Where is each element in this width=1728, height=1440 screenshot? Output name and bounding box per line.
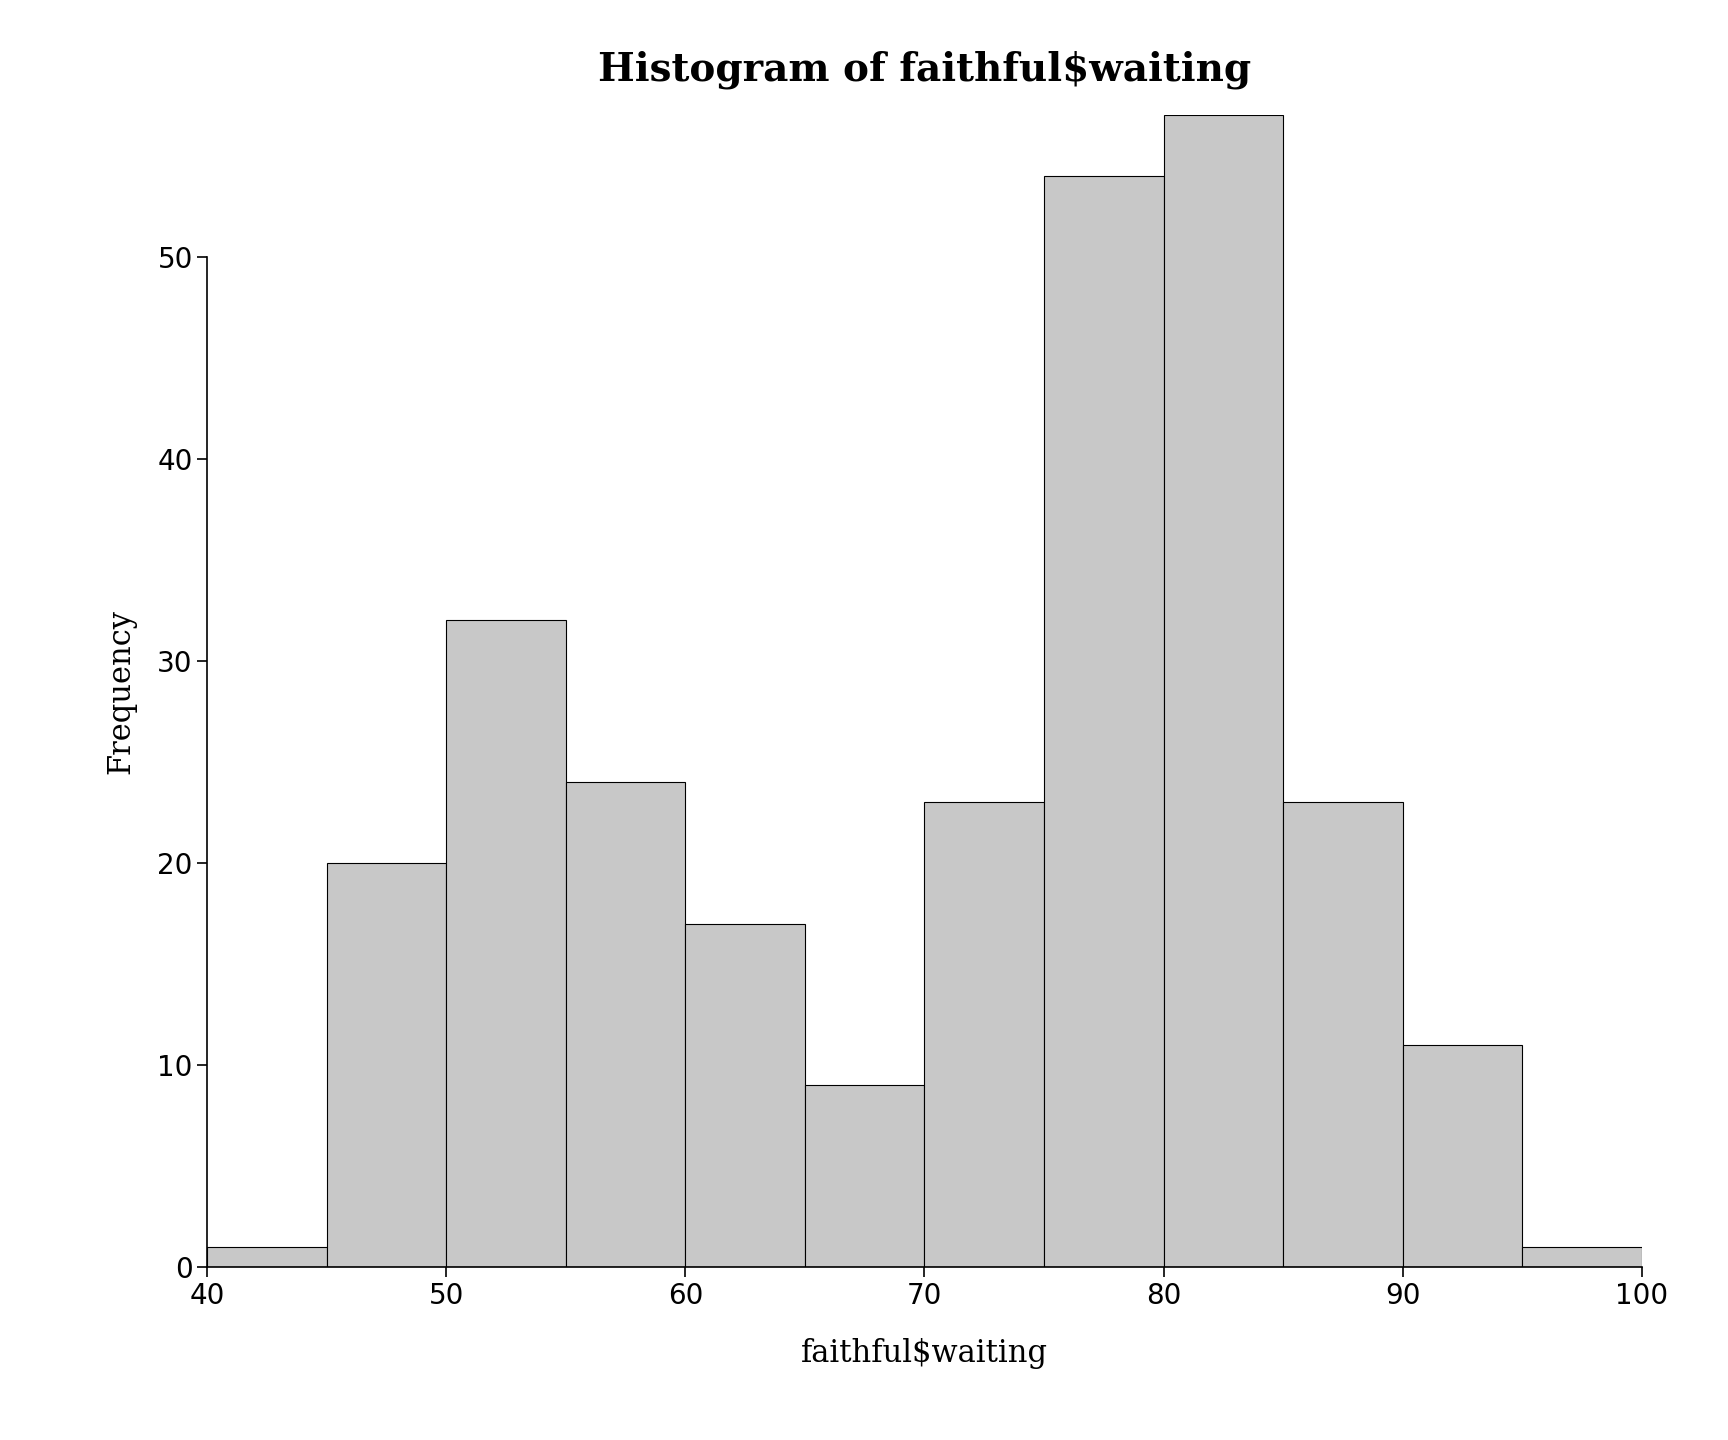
Bar: [1044, 176, 1163, 1267]
Bar: [446, 621, 567, 1267]
Bar: [1163, 115, 1282, 1267]
Bar: [924, 802, 1044, 1267]
Bar: [1522, 1247, 1642, 1267]
Bar: [207, 1247, 327, 1267]
X-axis label: faithful$waiting: faithful$waiting: [802, 1338, 1047, 1368]
Bar: [567, 782, 686, 1267]
Bar: [1282, 802, 1403, 1267]
Title: Histogram of faithful$waiting: Histogram of faithful$waiting: [598, 50, 1251, 89]
Y-axis label: Frequency: Frequency: [105, 609, 137, 773]
Bar: [327, 863, 446, 1267]
Bar: [1403, 1045, 1522, 1267]
Bar: [805, 1086, 924, 1267]
Bar: [686, 923, 805, 1267]
